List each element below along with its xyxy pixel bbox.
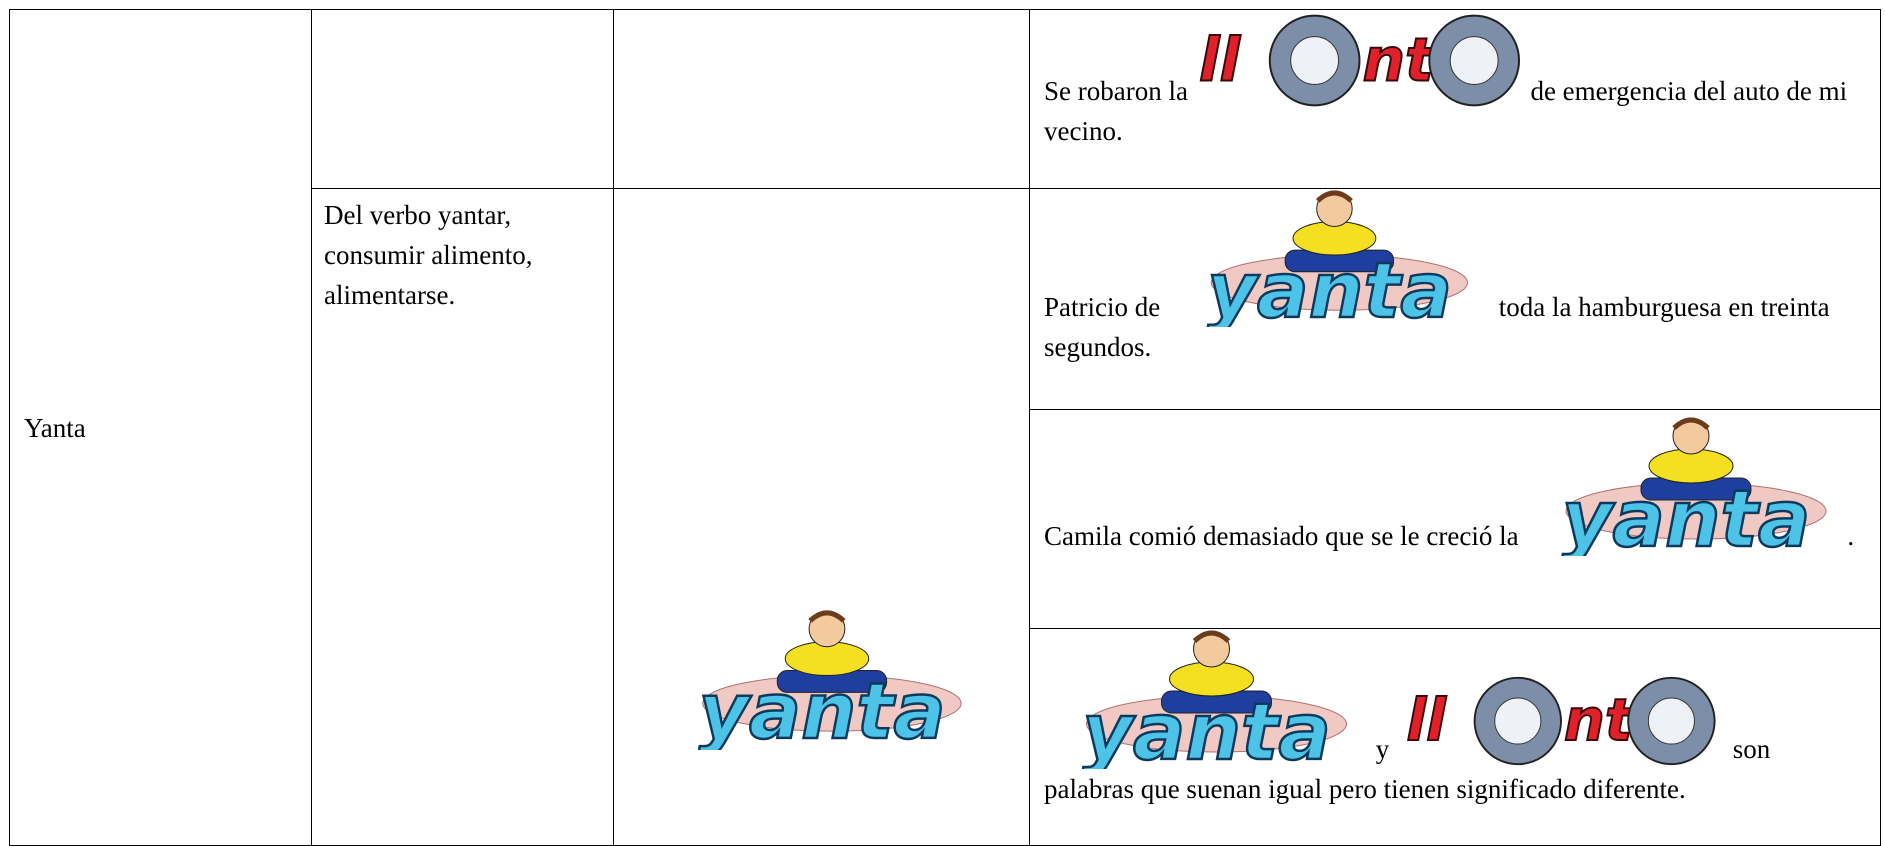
hair: [1672, 417, 1711, 430]
empty-cell: [613, 9, 1030, 189]
yanta-word: yanta: [698, 667, 945, 750]
rim: [1647, 697, 1695, 745]
example-cell: Camila comió demasiado que se le creció …: [1029, 409, 1881, 629]
yanta-image: yanta: [1561, 417, 1827, 556]
example-text: toda la hamburguesa en treinta segundos.: [1044, 292, 1830, 362]
yanta-word: yanta: [1082, 688, 1331, 769]
example-text: .: [1847, 521, 1855, 551]
meaning-cell: Del verbo yantar, consumir alimento, ali…: [311, 188, 614, 846]
example-text: Camila comió demasiado que se le creció …: [1044, 521, 1519, 551]
example-text: y: [1375, 734, 1390, 764]
llanta-image: ll nt: [1405, 676, 1716, 766]
llanta-part: ll: [1406, 687, 1447, 754]
yanta-image: yanta: [697, 610, 962, 750]
llanta-part: ll: [1199, 25, 1241, 95]
rim: [1494, 697, 1542, 745]
rim: [1449, 36, 1499, 85]
hair: [1192, 630, 1231, 643]
hair: [1315, 190, 1353, 203]
example-text: son palabras que suenan igual pero tiene…: [1044, 734, 1771, 804]
example-cell: Se robaron la ll nt de emergencia del aut…: [1029, 9, 1881, 189]
yanta-image: yanta: [1206, 190, 1468, 327]
meaning: Del verbo yantar, consumir alimento, ali…: [324, 200, 533, 310]
yanta-word: yanta: [1207, 247, 1452, 327]
example-text: de emergencia del auto de mi vecino.: [1044, 76, 1848, 146]
yanta-image: yanta: [1081, 630, 1347, 769]
example-text: Se robaron la: [1044, 76, 1188, 106]
llanta-part: nt: [1362, 25, 1436, 95]
empty-cell: [311, 9, 614, 189]
llanta-part: nt: [1564, 687, 1635, 754]
hair: [807, 610, 846, 623]
yanta-word: yanta: [1562, 475, 1811, 556]
example-text: Patricio de: [1044, 292, 1161, 322]
llanta-image: ll nt: [1198, 14, 1520, 107]
word-cell: Yanta: [9, 9, 312, 846]
example-cell: Patricio de yanta toda la hamburguesa en…: [1029, 188, 1881, 410]
word: Yanta: [24, 412, 86, 443]
rim: [1289, 36, 1339, 85]
image-cell: yanta: [613, 188, 1030, 846]
example-cell: yanta y ll nt son palabras que suenan igu…: [1029, 628, 1881, 846]
